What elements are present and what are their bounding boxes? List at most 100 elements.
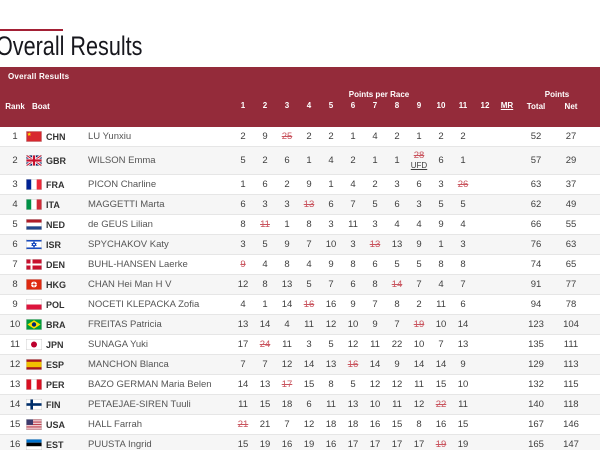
flag-BRA-icon — [26, 319, 42, 330]
total-points: 57 — [530, 155, 542, 166]
race-score: 15 — [457, 418, 469, 430]
page-title: Overall Results — [0, 31, 143, 61]
race-score: 2 — [240, 130, 246, 142]
header-spacer — [4, 90, 236, 99]
rank-cell: 2 — [12, 155, 18, 166]
race-score: 1 — [350, 130, 356, 142]
race-score: 16 — [325, 298, 337, 310]
boat-cell: ESP — [26, 359, 88, 370]
sailor-name: SPYCHAKOV Katy — [88, 239, 169, 250]
race-score: 14 — [457, 318, 469, 330]
race-score: 18 — [325, 418, 337, 430]
sailor-name: FREITAS Patricia — [88, 319, 162, 330]
race-score: 1 — [306, 154, 312, 166]
race-score: 1 — [328, 178, 334, 190]
net-column-header: Net — [564, 102, 578, 111]
total-points: 129 — [528, 359, 544, 370]
race-col-header-5: 5 — [328, 101, 334, 111]
race-score: 1 — [284, 218, 290, 230]
race-score: 11 — [282, 338, 292, 350]
country-code: JPN — [46, 339, 64, 350]
race-score: 14 — [237, 378, 249, 390]
race-score: 5 — [460, 198, 466, 210]
race-score: 11 — [304, 318, 314, 330]
race-score: 21 — [259, 418, 271, 430]
race-score: 17 — [369, 438, 381, 450]
race-score: 2 — [372, 178, 378, 190]
race-score: 13 — [303, 198, 315, 210]
net-points: 146 — [563, 419, 579, 430]
race-score: 9 — [460, 358, 466, 370]
race-score: 3 — [328, 218, 334, 230]
points-per-race-header: Points per Race — [348, 90, 410, 99]
race-score: 18 — [281, 398, 293, 410]
sailor-name: CHAN Hei Man H V — [88, 279, 172, 290]
total-points: 94 — [530, 299, 542, 310]
total-column-header: Total — [526, 102, 546, 111]
header-group-row: Points per Race Points — [0, 90, 600, 99]
rank-cell: 16 — [9, 439, 21, 450]
country-code: FIN — [46, 399, 61, 410]
rank-cell: 4 — [12, 199, 18, 210]
flag-NED-icon — [26, 219, 42, 230]
net-points: 118 — [563, 399, 579, 410]
race-col-header-3: 3 — [284, 101, 290, 111]
race-col-header-MR[interactable]: MR — [500, 101, 514, 111]
race-score: 10 — [325, 238, 337, 250]
race-score: 3 — [394, 178, 400, 190]
race-score: 4 — [350, 178, 356, 190]
race-score: 14 — [369, 358, 381, 370]
race-score: 5 — [438, 198, 444, 210]
race-col-header-8: 8 — [394, 101, 400, 111]
table-header-band: Overall Results Points per Race Points R… — [0, 67, 600, 127]
flag-DEN-icon — [26, 259, 42, 270]
race-col-header-11: 11 — [458, 101, 468, 111]
table-row: 4 ITA MAGGETTI Marta 6 3 3 13 6 7 5 6 3 5 5 62 49 — [0, 195, 600, 215]
race-score: 2 — [262, 154, 268, 166]
race-score: 5 — [328, 338, 334, 350]
race-score: 5 — [394, 258, 400, 270]
table-row: 14 FIN PETAEJAE-SIREN Tuuli 11 15 18 6 11 13 10 11… — [0, 395, 600, 415]
race-score: 1 — [262, 298, 268, 310]
boat-cell: EST — [26, 439, 88, 450]
flag-CHN-icon — [26, 131, 42, 142]
boat-cell: JPN — [26, 339, 88, 350]
race-score: 14 — [281, 298, 293, 310]
table-row: 16 EST PUUSTA Ingrid 15 19 16 19 16 17 17 17 17 19 19… — [0, 435, 600, 450]
flag-HKG-icon — [26, 279, 42, 290]
race-score: 6 — [394, 198, 400, 210]
panel-title: Overall Results — [8, 72, 70, 81]
race-score: 11 — [458, 398, 468, 410]
race-score: 6 — [416, 178, 422, 190]
race-score: 8 — [460, 258, 466, 270]
total-points: 52 — [530, 131, 542, 142]
total-points: 165 — [528, 439, 544, 450]
boat-cell: NED — [26, 219, 88, 230]
race-score: 6 — [438, 154, 444, 166]
boat-cell: PER — [26, 379, 88, 390]
race-score: 6 — [306, 398, 312, 410]
race-score: 15 — [303, 378, 315, 390]
net-points: 77 — [565, 279, 577, 290]
race-score: 15 — [237, 438, 249, 450]
rank-cell: 1 — [12, 131, 18, 142]
race-score: 1 — [438, 238, 444, 250]
race-score: 9 — [438, 218, 444, 230]
race-score: 1 — [394, 154, 400, 166]
net-points: 63 — [565, 239, 577, 250]
race-score: 11 — [348, 218, 358, 230]
race-score: 8 — [284, 258, 290, 270]
race-score: 19 — [303, 438, 315, 450]
race-score: 14 — [259, 318, 271, 330]
race-score: 4 — [284, 318, 290, 330]
race-col-header-7: 7 — [372, 101, 378, 111]
race-score: 4 — [438, 278, 444, 290]
rank-cell: 5 — [12, 219, 18, 230]
race-score: 6 — [460, 298, 466, 310]
race-score: 14 — [391, 278, 403, 290]
table-row: 8 HKG CHAN Hei Man H V 12 8 13 5 7 6 8 14 7 4 7 91 77 — [0, 275, 600, 295]
race-score: 3 — [350, 238, 356, 250]
race-score: 19 — [457, 438, 469, 450]
race-score: 9 — [306, 178, 312, 190]
race-score: 2 — [350, 154, 356, 166]
